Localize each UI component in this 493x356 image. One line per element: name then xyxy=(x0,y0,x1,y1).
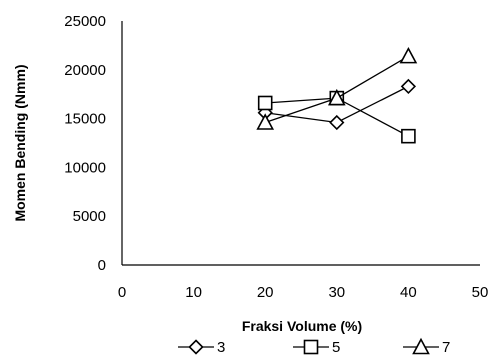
plot-area xyxy=(256,46,418,144)
x-tick-label: 0 xyxy=(118,284,126,301)
legend-label: 5 xyxy=(332,339,340,356)
series-7 xyxy=(256,46,418,130)
x-tick-label: 40 xyxy=(400,284,417,301)
legend-marker xyxy=(188,339,204,355)
legend-marker xyxy=(412,337,430,355)
y-tick-label: 15000 xyxy=(64,111,106,128)
x-tick-label: 30 xyxy=(328,284,345,301)
y-tick-label: 0 xyxy=(98,257,106,274)
data-point-7 xyxy=(399,46,418,64)
data-point-7 xyxy=(256,113,275,130)
x-tick-label: 20 xyxy=(257,284,274,301)
x-axis-title: Fraksi Volume (%) xyxy=(242,318,362,334)
legend-marker xyxy=(303,339,319,355)
x-tick-label: 50 xyxy=(472,284,489,301)
y-tick-label: 5000 xyxy=(73,208,106,225)
y-axis-title: Momen Bending (Nmm) xyxy=(12,64,28,221)
data-point-5 xyxy=(257,95,273,111)
y-tick-label: 10000 xyxy=(64,159,106,176)
legend: 3 5 7 xyxy=(178,337,450,356)
legend-item-5: 5 xyxy=(293,339,340,356)
y-tick-label: 25000 xyxy=(64,13,106,30)
data-point-3 xyxy=(329,114,345,131)
x-tick-labels: 0 10 20 30 40 50 xyxy=(118,284,489,301)
y-tick-labels: 0 5000 10000 15000 20000 25000 xyxy=(64,13,106,274)
y-tick-label: 20000 xyxy=(64,62,106,79)
data-point-7 xyxy=(327,88,346,106)
x-tick-label: 10 xyxy=(185,284,202,301)
data-point-3 xyxy=(400,78,417,95)
legend-label: 3 xyxy=(217,339,225,356)
legend-item-3: 3 xyxy=(178,339,225,356)
axes xyxy=(121,21,480,266)
legend-item-7: 7 xyxy=(403,337,450,356)
legend-label: 7 xyxy=(442,339,450,356)
data-point-5 xyxy=(401,128,416,144)
